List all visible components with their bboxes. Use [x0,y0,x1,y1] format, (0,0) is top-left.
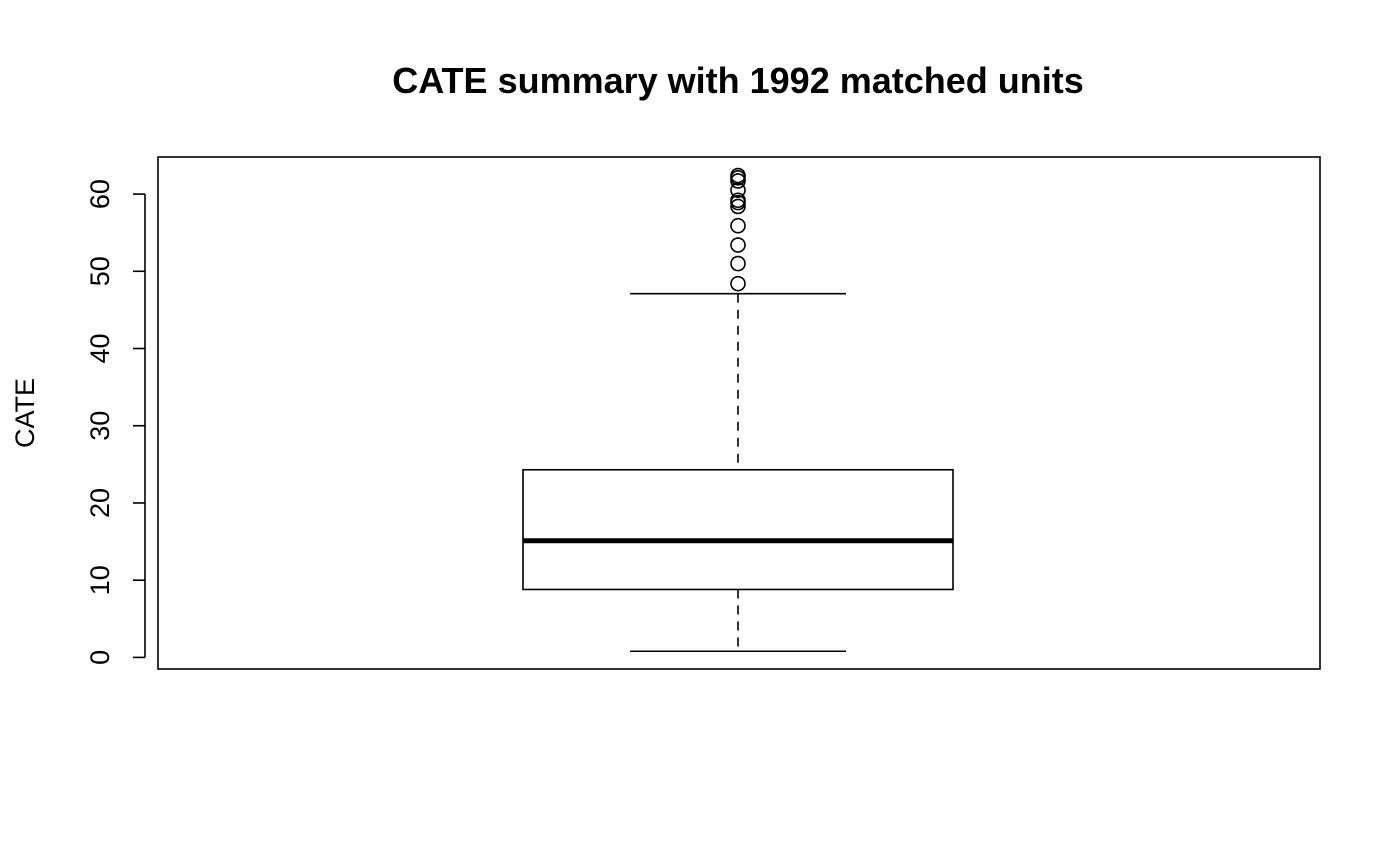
chart-title: CATE summary with 1992 matched units [392,60,1084,101]
y-tick-label: 20 [85,488,115,518]
interquartile-box [522,468,954,591]
outliers [730,167,746,292]
box-group [522,292,954,653]
y-tick-label: 0 [85,650,115,665]
outlier-point [730,192,746,209]
outlier-point [730,217,746,234]
y-tick-label: 10 [85,565,115,595]
plot-frame [157,156,1321,670]
y-tick-label: 60 [85,179,115,209]
outlier-point [730,275,746,292]
y-tick-label: 50 [85,256,115,286]
y-axis-label: CATE [10,378,40,448]
outlier-point [730,255,746,272]
outlier-point [730,167,746,184]
y-tick-label: 30 [85,411,115,441]
outlier-point [730,237,746,253]
outlier-point [730,198,746,215]
y-axis: 0 10 20 30 40 50 60 [85,179,146,665]
y-tick-label: 40 [85,333,115,363]
